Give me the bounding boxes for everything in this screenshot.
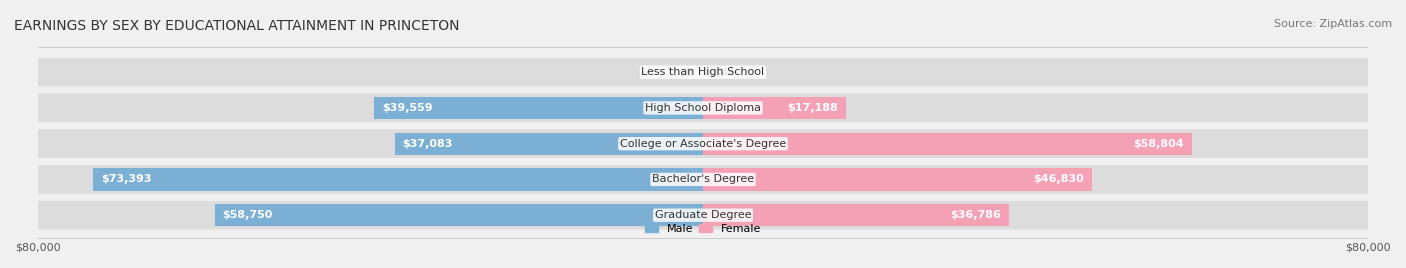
Text: Source: ZipAtlas.com: Source: ZipAtlas.com <box>1274 19 1392 29</box>
Text: $0: $0 <box>713 67 727 77</box>
Bar <box>374 97 703 119</box>
Text: $58,804: $58,804 <box>1133 139 1184 149</box>
FancyBboxPatch shape <box>38 129 1368 158</box>
Bar <box>703 204 1010 226</box>
FancyBboxPatch shape <box>38 201 1368 229</box>
Text: $37,083: $37,083 <box>402 139 453 149</box>
Text: Graduate Degree: Graduate Degree <box>655 210 751 220</box>
Bar <box>703 168 1092 191</box>
Bar <box>703 133 1192 155</box>
Text: $58,750: $58,750 <box>222 210 273 220</box>
Bar <box>395 133 703 155</box>
Text: High School Diploma: High School Diploma <box>645 103 761 113</box>
FancyBboxPatch shape <box>38 94 1368 122</box>
Text: $39,559: $39,559 <box>382 103 433 113</box>
Text: Less than High School: Less than High School <box>641 67 765 77</box>
Text: $46,830: $46,830 <box>1033 174 1084 184</box>
Bar <box>93 168 703 191</box>
Text: $36,786: $36,786 <box>950 210 1001 220</box>
Text: Bachelor's Degree: Bachelor's Degree <box>652 174 754 184</box>
Bar <box>703 97 846 119</box>
FancyBboxPatch shape <box>38 165 1368 194</box>
FancyBboxPatch shape <box>38 58 1368 87</box>
Legend: Male, Female: Male, Female <box>640 219 766 239</box>
Text: $73,393: $73,393 <box>101 174 152 184</box>
Text: EARNINGS BY SEX BY EDUCATIONAL ATTAINMENT IN PRINCETON: EARNINGS BY SEX BY EDUCATIONAL ATTAINMEN… <box>14 19 460 33</box>
Text: $17,188: $17,188 <box>787 103 838 113</box>
Text: $0: $0 <box>679 67 693 77</box>
Bar <box>215 204 703 226</box>
Text: College or Associate's Degree: College or Associate's Degree <box>620 139 786 149</box>
